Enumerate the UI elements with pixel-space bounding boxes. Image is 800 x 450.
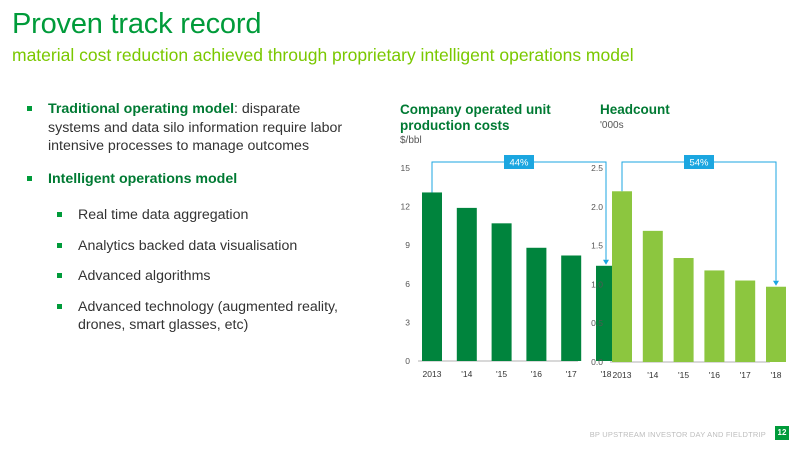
x-tick-label: '16: [531, 369, 542, 379]
y-tick-label: 6: [405, 279, 410, 289]
sub-bullet-item: Advanced technology (augmented reality, …: [56, 298, 346, 335]
bar: [673, 258, 694, 362]
x-tick-label: '15: [496, 369, 507, 379]
bullet-marker: [27, 175, 32, 181]
bar: [456, 207, 477, 361]
sub-bullet-text: Analytics backed data visualisation: [78, 237, 298, 254]
y-tick-label: 3: [405, 317, 410, 327]
sub-bullet-text: Advanced technology (augmented reality, …: [78, 298, 339, 334]
y-tick-label: 2.5: [591, 163, 603, 173]
y-tick-label: 0: [405, 356, 410, 366]
chart-unit-label: $/bbl: [400, 135, 422, 146]
slide-title: Proven track record: [12, 8, 262, 40]
y-tick-label: 12: [401, 202, 411, 212]
chart-title: Headcount: [600, 102, 670, 117]
bar: [596, 265, 616, 361]
bar: [735, 280, 756, 362]
callout-badge: [684, 155, 714, 169]
bullet-marker: [27, 106, 32, 111]
bullet-text: : disparate systems and data silo inform…: [48, 101, 343, 154]
x-tick-label: '14: [461, 369, 472, 379]
x-tick-label: 2013: [613, 370, 632, 380]
callout-arrowhead: [603, 259, 609, 265]
chart-unit-label: '000s: [600, 120, 624, 131]
callout-bracket-right: [714, 161, 777, 281]
y-tick-label: 15: [401, 163, 411, 173]
x-tick-label: '17: [740, 370, 751, 380]
callout-bracket-left: [431, 161, 504, 193]
bullet-bold-label: Traditional operating model: [48, 101, 235, 117]
y-tick-label: 1.5: [591, 241, 603, 251]
bullet-bold-label: Intelligent operations model: [48, 170, 238, 187]
y-tick-label: 2.0: [591, 202, 603, 212]
y-tick-label: 0.0: [591, 357, 603, 367]
callout-label: 54%: [689, 158, 709, 169]
bullet-list: Traditional operating model: disparate s…: [26, 100, 346, 347]
sub-bullet-item: Real time data aggregation: [56, 206, 346, 225]
callout-badge: [504, 155, 534, 169]
callout-label: 44%: [509, 158, 529, 169]
page-number: 12: [775, 426, 789, 440]
callout-bracket-left: [621, 161, 684, 192]
bar: [612, 191, 632, 362]
y-tick-label: 9: [405, 240, 410, 250]
bullet-marker: [57, 303, 62, 309]
chart-title-line: Company operated unit: [400, 102, 551, 117]
bullet-intelligent-model: Intelligent operations model: [26, 170, 346, 189]
x-tick-label: '14: [647, 370, 658, 380]
bar: [561, 255, 582, 361]
bullet-marker: [57, 273, 62, 278]
sub-bullet-text: Real time data aggregation: [78, 207, 249, 223]
x-tick-label: '16: [709, 370, 720, 380]
chart-title-line: production costs: [400, 118, 510, 133]
x-tick-label: '18: [770, 370, 781, 380]
bar: [526, 247, 547, 361]
x-tick-label: '18: [600, 369, 611, 379]
bullet-marker: [57, 242, 62, 248]
y-tick-label: 0.5: [591, 318, 603, 328]
bullet-marker: [57, 212, 62, 217]
bar: [491, 223, 512, 361]
x-tick-label: 2013: [423, 369, 442, 379]
sub-bullet-text: Advanced algorithms: [78, 268, 211, 284]
y-tick-label: 1.0: [591, 279, 603, 289]
bar: [422, 192, 442, 361]
x-tick-label: '15: [678, 370, 689, 380]
slide-subtitle: material cost reduction achieved through…: [12, 45, 634, 65]
sub-bullet-item: Analytics backed data visualisation: [56, 237, 346, 256]
sub-bullet-item: Advanced algorithms: [56, 267, 346, 286]
bar: [766, 286, 786, 362]
footer-text: BP UPSTREAM INVESTOR DAY AND FIELDTRIP: [589, 430, 766, 439]
x-tick-label: '17: [566, 369, 577, 379]
callout-arrowhead: [773, 280, 779, 286]
bullet-traditional-model: Traditional operating model: disparate s…: [26, 100, 346, 156]
bar: [642, 230, 663, 362]
callout-bracket-right: [534, 161, 607, 260]
bar: [704, 270, 725, 362]
